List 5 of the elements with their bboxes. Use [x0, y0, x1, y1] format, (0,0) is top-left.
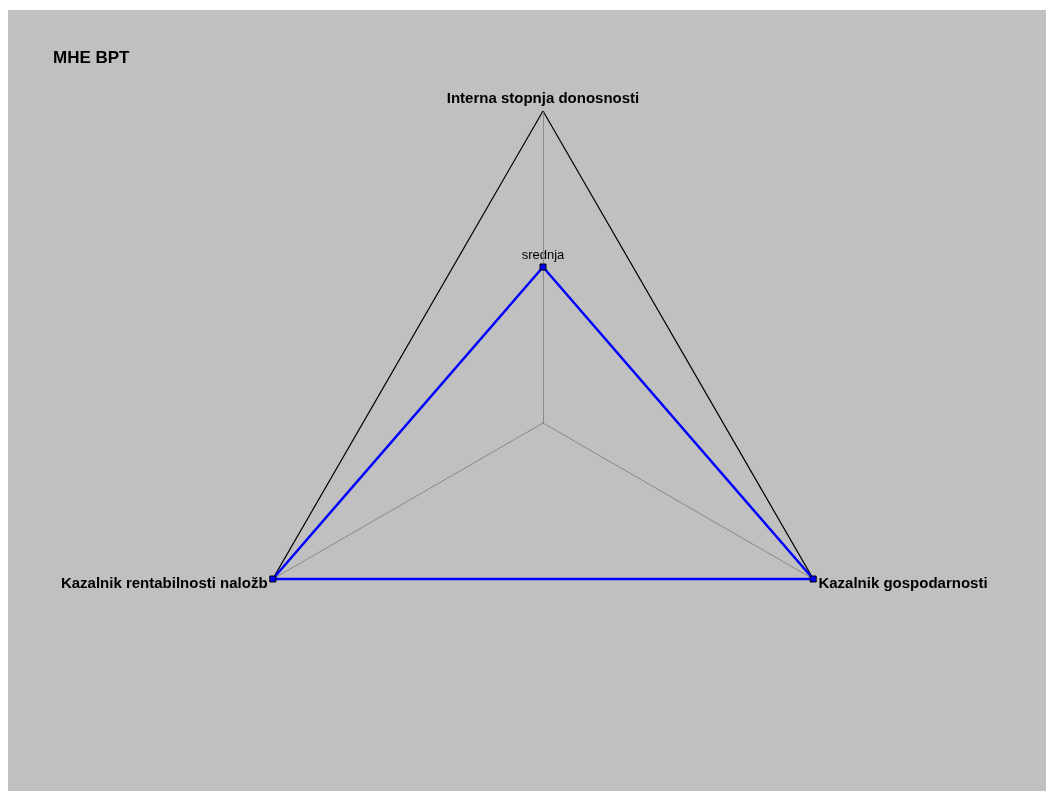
chart-title: MHE BPT [53, 48, 131, 67]
spoke-label: Kazalnik rentabilnosti naložb [60, 573, 268, 591]
spoke-label: Kazalnik gospodarnosti [818, 573, 988, 591]
text: srednja [521, 247, 566, 262]
spoke-label: Interna stopnja donosnosti [446, 89, 640, 106]
